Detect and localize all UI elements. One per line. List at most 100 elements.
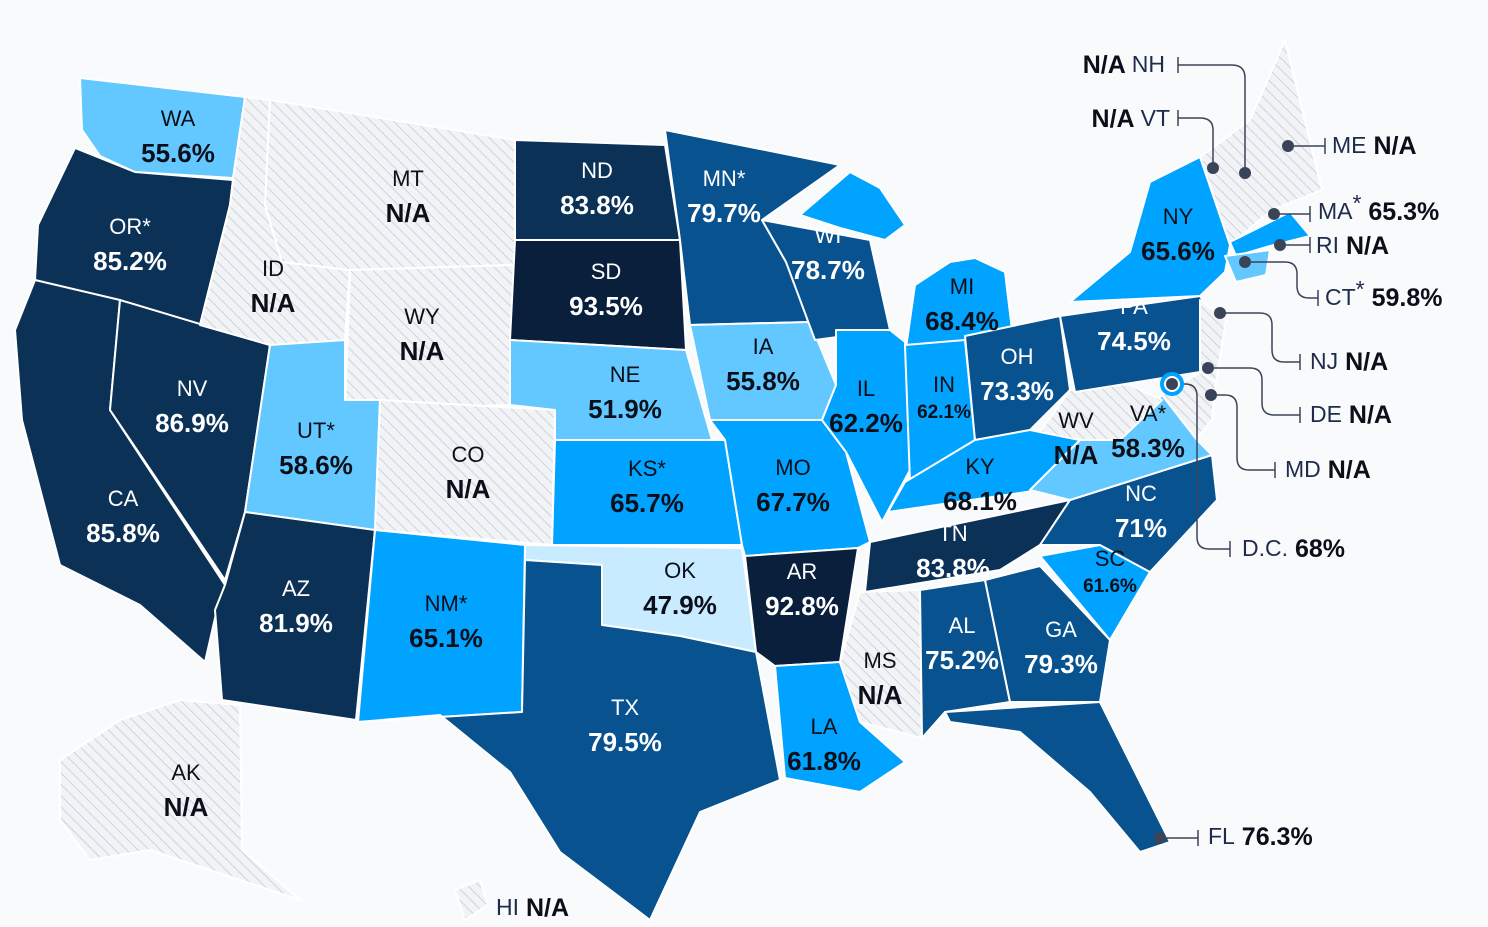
state-shape-ny xyxy=(1069,156,1231,303)
state-abbr-la: LA xyxy=(811,714,838,739)
state-value-nc: 71% xyxy=(1115,513,1167,543)
state-abbr-il: IL xyxy=(857,376,875,401)
state-value-mi: 68.4% xyxy=(925,306,999,336)
state-value-pa: 74.5% xyxy=(1097,326,1171,356)
state-shape-ga xyxy=(984,565,1111,703)
state-abbr-wy: WY xyxy=(404,304,440,329)
callout-label-ct: CT* 59.8% xyxy=(1325,276,1442,312)
state-value-ny: 65.6% xyxy=(1141,236,1215,266)
state-shape-tn xyxy=(864,499,1071,593)
state-abbr-ne: NE xyxy=(610,362,641,387)
state-abbr-sc: SC xyxy=(1095,546,1126,571)
state-shape-oh xyxy=(964,315,1071,441)
state-value-ok: 47.9% xyxy=(643,590,717,620)
state-shape-co xyxy=(374,399,556,546)
state-abbr-ky: KY xyxy=(965,454,995,479)
state-value: N/A xyxy=(1092,105,1141,133)
callout-label-hi: HI N/A xyxy=(496,894,569,922)
state-abbr: MA xyxy=(1318,198,1353,224)
state-value-ca: 85.8% xyxy=(86,518,160,548)
state-value-wa: 55.6% xyxy=(141,138,215,168)
state-abbr-nd: ND xyxy=(581,158,613,183)
state-abbr-wa: WA xyxy=(161,106,196,131)
state-value: N/A xyxy=(1321,456,1371,484)
state-value: 68% xyxy=(1288,535,1345,563)
state-abbr-az: AZ xyxy=(282,576,310,601)
state-abbr-mo: MO xyxy=(775,455,810,480)
state-abbr: VT xyxy=(1141,105,1170,131)
state-abbr: ME xyxy=(1332,132,1367,158)
state-value-tx: 79.5% xyxy=(588,727,662,757)
state-value-mn: 79.7% xyxy=(687,198,761,228)
leader-line-de xyxy=(1208,367,1300,416)
state-abbr-ar: AR xyxy=(787,559,818,584)
state-value-nv: 86.9% xyxy=(155,408,229,438)
state-value-in: 62.1% xyxy=(917,402,971,423)
asterisk: * xyxy=(1356,276,1365,302)
leader-line-md xyxy=(1211,394,1275,471)
state-abbr-tn: TN xyxy=(938,521,967,546)
leader-dot xyxy=(1282,140,1294,152)
state-abbr: NH xyxy=(1132,51,1165,77)
state-shape-mt xyxy=(264,99,516,271)
state-abbr-wi: WI xyxy=(815,223,842,248)
state-shapes xyxy=(14,39,1323,921)
callout-label-ri: RI N/A xyxy=(1316,232,1389,260)
state-value-ga: 79.3% xyxy=(1024,649,1098,679)
state-abbr-ok: OK xyxy=(664,558,696,583)
state-value: N/A xyxy=(1339,232,1389,260)
state-shape-wv xyxy=(1039,379,1163,441)
state-value-mt: N/A xyxy=(386,198,431,228)
state-value-az: 81.9% xyxy=(259,608,333,638)
leader-dot xyxy=(1166,378,1178,390)
callout-label-de: DE N/A xyxy=(1310,401,1392,429)
state-shape-hi xyxy=(454,879,489,921)
leader-line-dc xyxy=(1172,383,1230,550)
state-value-nd: 83.8% xyxy=(560,190,634,220)
state-shape-al xyxy=(919,579,1011,739)
state-value-va: 58.3% xyxy=(1111,433,1185,463)
state-abbr-pa: PA xyxy=(1120,294,1148,319)
state-abbr: CT xyxy=(1325,284,1356,310)
state-abbr-ga: GA xyxy=(1045,617,1077,642)
leader-line-vt xyxy=(1178,117,1214,168)
state-value: N/A xyxy=(1342,401,1392,429)
state-value-sd: 93.5% xyxy=(569,291,643,321)
state-value: 76.3% xyxy=(1235,823,1313,851)
asterisk: * xyxy=(1353,190,1362,216)
leader-dot xyxy=(1154,832,1166,844)
state-shape-ms xyxy=(839,589,923,739)
state-abbr-tx: TX xyxy=(611,695,639,720)
state-value-la: 61.8% xyxy=(787,746,861,776)
leader-line-ct xyxy=(1245,261,1318,299)
callout-label-dc: D.C. 68% xyxy=(1242,535,1345,563)
state-value-il: 62.2% xyxy=(829,408,903,438)
state-abbr-oh: OH xyxy=(1001,344,1034,369)
state-abbr-ks: KS* xyxy=(628,456,666,481)
state-abbr-ms: MS xyxy=(864,648,897,673)
state-value-wv: N/A xyxy=(1054,440,1099,470)
state-abbr: HI xyxy=(496,894,519,920)
state-abbr-in: IN xyxy=(933,372,955,397)
state-abbr-nm: NM* xyxy=(425,591,468,616)
state-abbr-mi: MI xyxy=(950,274,974,299)
state-value-sc: 61.6% xyxy=(1083,576,1137,597)
state-value-wi: 78.7% xyxy=(791,255,865,285)
callout-label-nh: N/A NH xyxy=(1083,51,1165,79)
callout-label-fl: FL 76.3% xyxy=(1208,823,1313,851)
state-abbr-va: VA* xyxy=(1130,401,1167,426)
leader-dot xyxy=(1202,362,1214,374)
state-value-ar: 92.8% xyxy=(765,591,839,621)
state-abbr-co: CO xyxy=(452,442,485,467)
state-shape-mi-upper xyxy=(799,171,906,241)
state-value: N/A xyxy=(1367,132,1417,160)
state-value-ky: 68.1% xyxy=(943,486,1017,516)
state-shape-tx xyxy=(357,559,781,921)
state-abbr-ak: AK xyxy=(171,760,201,785)
leader-dot xyxy=(1268,208,1280,220)
state-value-wy: N/A xyxy=(400,336,445,366)
state-abbr-ny: NY xyxy=(1163,204,1194,229)
callout-label-md: MD N/A xyxy=(1285,456,1371,484)
callout-label-ma: MA* 65.3% xyxy=(1318,190,1439,226)
